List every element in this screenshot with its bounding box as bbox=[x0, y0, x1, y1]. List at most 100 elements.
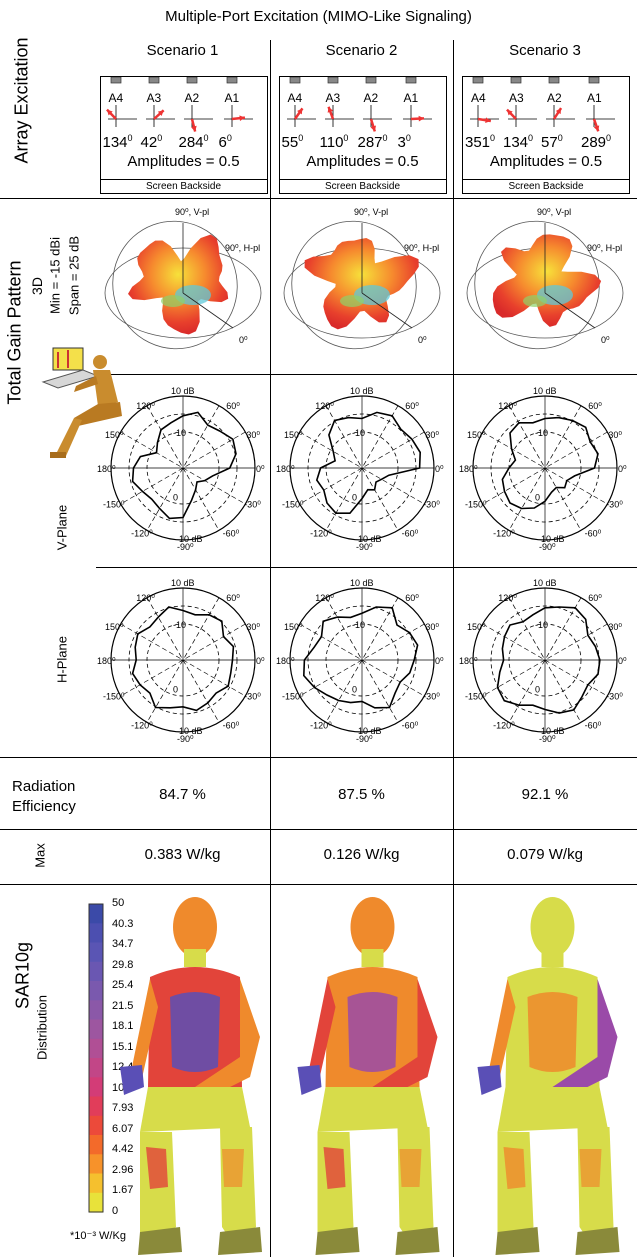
radiation-efficiency-1: 84.7 % bbox=[159, 786, 206, 803]
sar-scale-tick: 50 bbox=[112, 897, 125, 909]
polar-label-a30: 30⁰ bbox=[246, 430, 260, 440]
label-span: Span = 25 dB bbox=[66, 235, 82, 316]
phase-value: 60 bbox=[219, 133, 232, 151]
port-label-a3: A3 bbox=[509, 91, 524, 105]
label-0-deg: 0⁰ bbox=[418, 335, 427, 345]
degree-symbol: 0 bbox=[157, 133, 163, 143]
polar-label-am120: -120⁰ bbox=[493, 720, 515, 730]
polar-label-am30: -30⁰ bbox=[423, 692, 440, 702]
polar-label-top-db: 10 dB bbox=[350, 386, 374, 396]
polar-label-a120: 120⁰ bbox=[498, 593, 517, 603]
sar-scale-tick: 15.1 bbox=[112, 1041, 134, 1053]
degree-symbol: 0 bbox=[528, 133, 534, 143]
phase-number: 134 bbox=[102, 134, 128, 151]
polar-label-a120: 120⁰ bbox=[315, 593, 334, 603]
polar-label-a150: 150⁰ bbox=[284, 430, 303, 440]
phase-number: 110 bbox=[319, 134, 344, 151]
polar-label-am90: -90⁰ bbox=[177, 734, 194, 744]
label-90-hpl: 90⁰, H-pl bbox=[225, 243, 260, 253]
gain-trace bbox=[501, 416, 599, 510]
degree-symbol: 0 bbox=[490, 133, 496, 143]
max-sar-1: 0.383 W/kg bbox=[144, 846, 221, 863]
sar-body-scenario-3 bbox=[477, 897, 620, 1255]
port-label-a1: A1 bbox=[587, 91, 602, 105]
polar-label-am60: -60⁰ bbox=[585, 528, 602, 538]
phase-value: 30 bbox=[398, 133, 411, 151]
phase-number: 55 bbox=[281, 134, 299, 151]
polar-label-a0: 0⁰ bbox=[435, 464, 444, 474]
sar-scale-tick: 40.3 bbox=[112, 918, 134, 930]
polar-label-ring-0: 0 bbox=[352, 684, 357, 694]
phase-number: 284 bbox=[178, 134, 204, 151]
polar-label-a30: 30⁰ bbox=[425, 430, 439, 440]
phase-value: 1100 bbox=[320, 133, 349, 151]
label-90-hpl: 90⁰, H-pl bbox=[404, 243, 439, 253]
polar-label-am60: -60⁰ bbox=[585, 720, 602, 730]
polar-label-ring-minus10: -10 bbox=[535, 428, 548, 438]
polar-label-a150: 150⁰ bbox=[105, 430, 124, 440]
degree-symbol: 0 bbox=[606, 133, 612, 143]
polar-label-a180: 180⁰ bbox=[97, 656, 116, 666]
gain-trace bbox=[131, 411, 237, 520]
polar-label-a30: 30⁰ bbox=[608, 622, 622, 632]
polar-label-bottom-db: 10 dB bbox=[541, 534, 565, 544]
port-label-a2: A2 bbox=[184, 91, 200, 105]
radiation-efficiency-2: 87.5 % bbox=[338, 786, 385, 803]
row-divider-vplane bbox=[96, 567, 637, 568]
port-label-a3: A3 bbox=[146, 91, 162, 105]
polar-label-a120: 120⁰ bbox=[315, 401, 334, 411]
polar-label-a180: 180⁰ bbox=[459, 464, 478, 474]
label-0-deg: 0⁰ bbox=[239, 335, 248, 345]
screen-backside-label: Screen Backside bbox=[463, 179, 629, 193]
amplitudes-label: Amplitudes = 0.5 bbox=[489, 153, 603, 170]
polar-label-am90: -90⁰ bbox=[177, 542, 194, 552]
polar-label-bottom-db: 10 dB bbox=[358, 726, 382, 736]
polar-label-am150: -150⁰ bbox=[103, 500, 125, 510]
polar-label-am60: -60⁰ bbox=[401, 528, 418, 538]
degree-symbol: 0 bbox=[557, 133, 563, 143]
polar-label-a150: 150⁰ bbox=[467, 430, 486, 440]
polar-label-a150: 150⁰ bbox=[284, 622, 303, 632]
max-sar-3: 0.079 W/kg bbox=[507, 846, 583, 863]
polar-label-am120: -120⁰ bbox=[310, 528, 332, 538]
polar-label-bottom-db: 10 dB bbox=[541, 726, 565, 736]
degree-symbol: 0 bbox=[405, 133, 411, 143]
sar-scale-tick: 2.96 bbox=[112, 1164, 134, 1176]
sar-scale-tick: 7.93 bbox=[112, 1102, 134, 1114]
label-radiation: Radiation bbox=[12, 778, 76, 795]
row-divider-excitation bbox=[0, 198, 637, 199]
polar-label-am120: -120⁰ bbox=[310, 720, 332, 730]
phase-value: 570 bbox=[541, 133, 563, 151]
row-divider-max bbox=[0, 884, 637, 885]
label-distribution: Distribution bbox=[34, 994, 50, 1061]
phase-value: 2870 bbox=[358, 133, 388, 151]
port-label-a4: A4 bbox=[471, 91, 486, 105]
polar-label-a120: 120⁰ bbox=[136, 593, 155, 603]
array-excitation-box-3: A4 3510 A3 1340 A2 570 A1 2890 Amplitudes = 0.5 S… bbox=[462, 76, 630, 194]
polar-label-top-db: 10 dB bbox=[171, 578, 195, 588]
phase-number: 3 bbox=[397, 134, 406, 151]
sar-scale-tick: 6.07 bbox=[112, 1123, 134, 1135]
polar-label-a150: 150⁰ bbox=[467, 622, 486, 632]
degree-symbol: 0 bbox=[343, 133, 349, 143]
sar-scale-tick: 21.5 bbox=[112, 1000, 134, 1012]
port-arrows-3 bbox=[470, 77, 615, 132]
phase-value: 2840 bbox=[179, 133, 209, 151]
polar-label-am60: -60⁰ bbox=[401, 720, 418, 730]
polar-label-am120: -120⁰ bbox=[493, 528, 515, 538]
screen-backside-label: Screen Backside bbox=[100, 179, 267, 193]
phase-value: 3510 bbox=[465, 133, 495, 151]
polar-label-ring-minus10: -10 bbox=[352, 620, 365, 630]
label-90-hpl: 90⁰, H-pl bbox=[587, 243, 622, 253]
polar-label-a30: 30⁰ bbox=[425, 622, 439, 632]
polar-label-a60: 60⁰ bbox=[588, 593, 602, 603]
row-label-sar: SAR10g bbox=[12, 941, 33, 1010]
seated-user-laptop-icon bbox=[41, 347, 122, 458]
port-arrows-1 bbox=[105, 77, 253, 132]
phase-value: 1340 bbox=[103, 133, 133, 151]
polar-label-bottom-db: 10 dB bbox=[179, 534, 203, 544]
label-min: Min = -15 dBi bbox=[47, 237, 63, 314]
sar-body-scenario-2 bbox=[297, 897, 440, 1255]
sar-scale-tick: 34.7 bbox=[112, 938, 134, 950]
row-divider-efficiency bbox=[0, 829, 637, 830]
